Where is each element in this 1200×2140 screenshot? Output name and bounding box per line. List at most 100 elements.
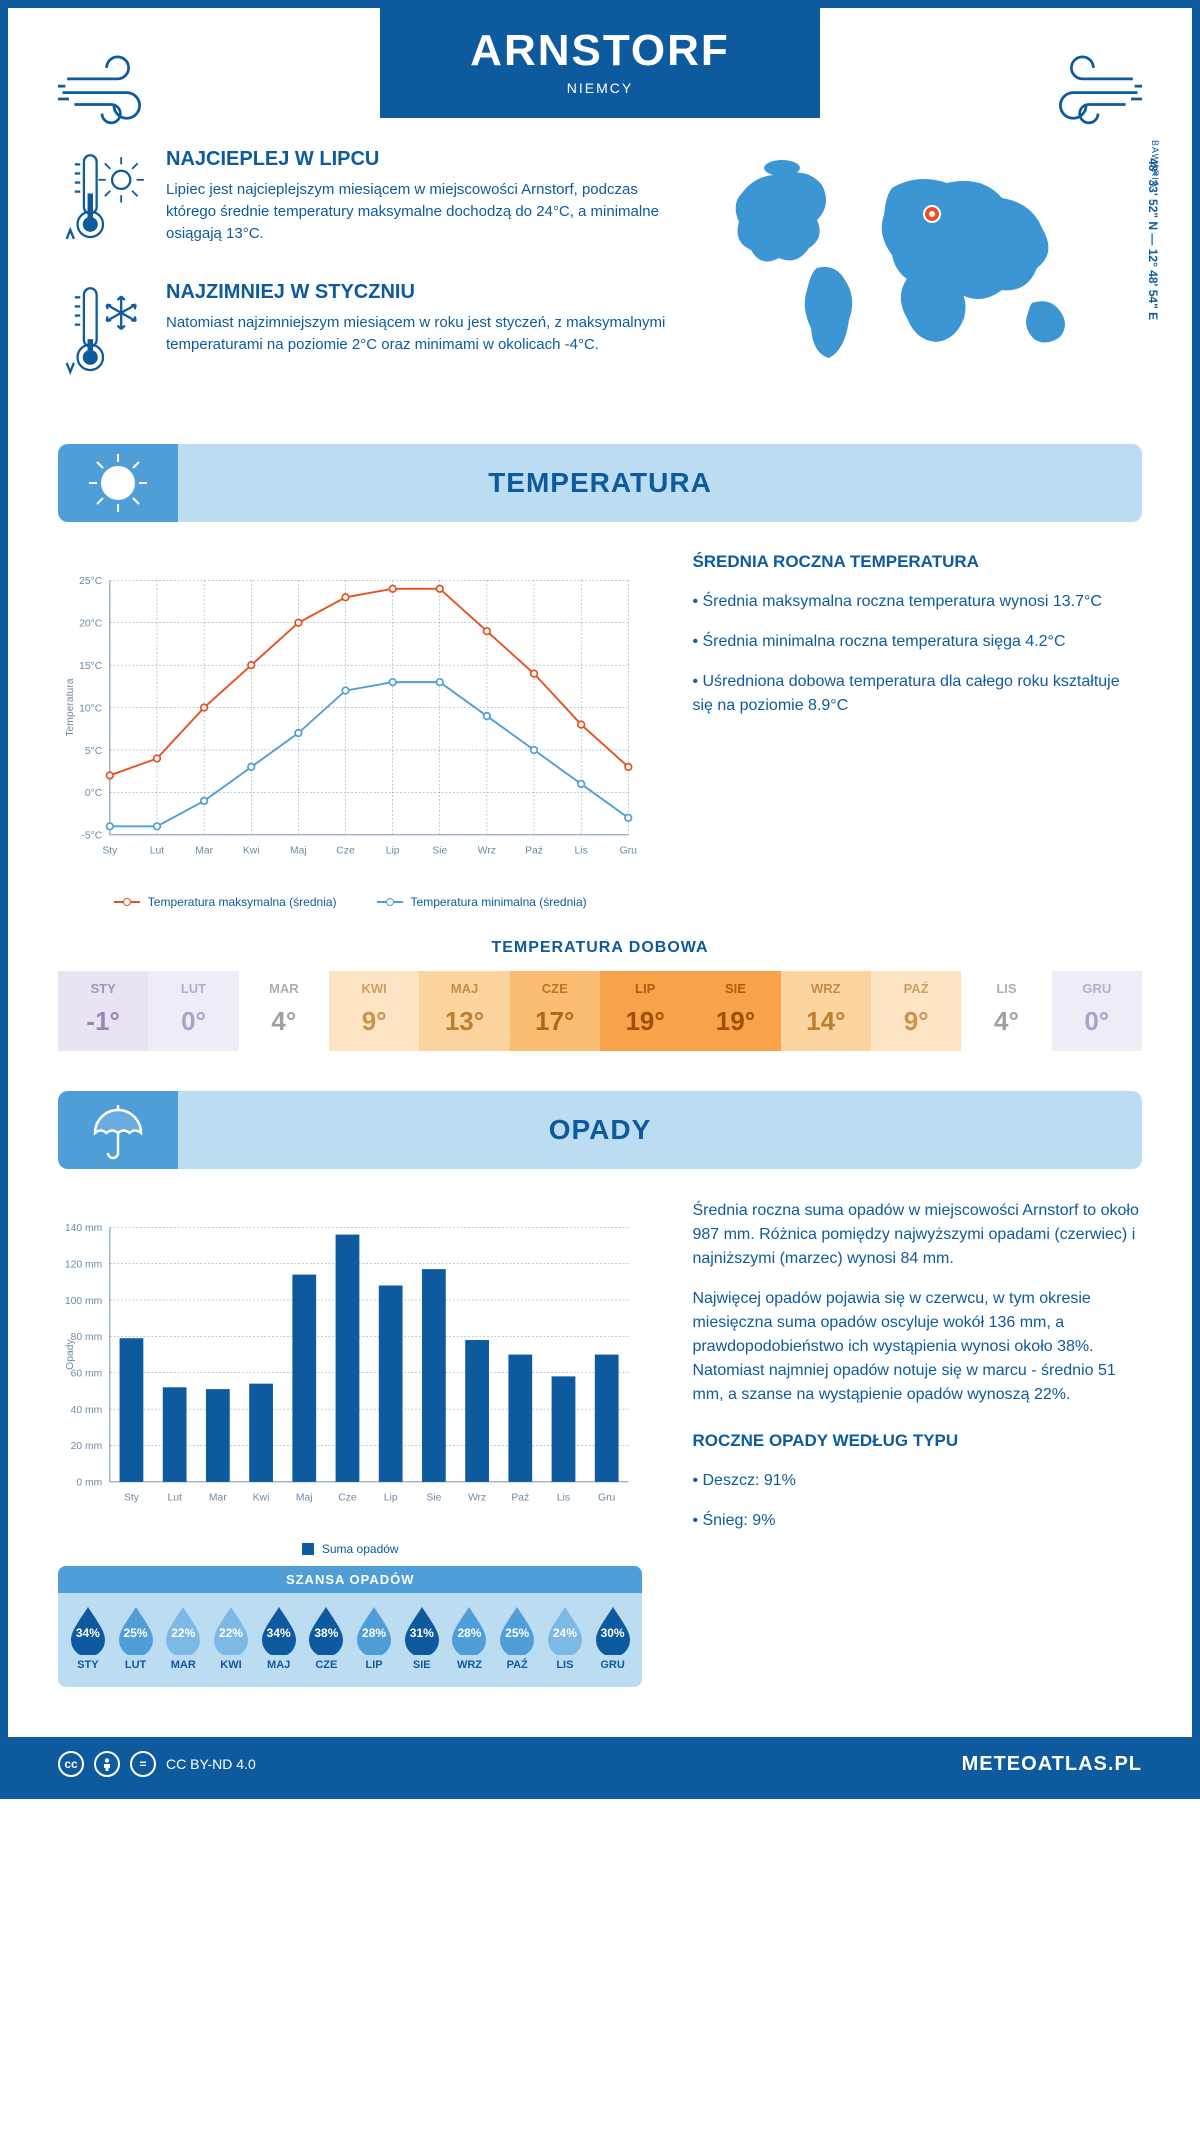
svg-text:0 mm: 0 mm [76,1478,102,1489]
chance-pct: 34% [258,1626,300,1640]
fact-heading: NAJZIMNIEJ W STYCZNIU [166,281,682,304]
summary-item: • Deszcz: 91% [692,1469,1142,1493]
daily-cell: STY-1° [58,971,148,1051]
legend-max: Temperatura maksymalna (średnia) [114,895,337,909]
temp-value: 9° [871,1006,961,1037]
svg-text:20°C: 20°C [79,619,103,630]
chance-drop: 22% KWI [207,1605,255,1671]
daily-cell: WRZ 14° [781,971,871,1051]
svg-text:Cze: Cze [336,846,355,857]
coords-label: 48° 33' 52" N — 12° 48' 54" E [1146,158,1160,320]
daily-cell: GRU0° [1052,971,1142,1051]
legend-label: Suma opadów [322,1542,399,1556]
month-label: LIP [600,981,690,996]
svg-text:Maj: Maj [290,846,307,857]
legend-label: Temperatura minimalna (średnia) [411,895,587,909]
cc-icon: cc [58,1751,84,1777]
precip-chart: 0 mm20 mm40 mm60 mm80 mm100 mm120 mm140 … [58,1199,642,1687]
summary-item: • Uśredniona dobowa temperatura dla całe… [692,670,1142,718]
header: ARNSTORF NIEMCY [58,38,1142,118]
svg-text:Wrz: Wrz [478,846,496,857]
precip-chance-box: SZANSA OPADÓW 34% STY 25% LUT 22% MAR 22… [58,1566,642,1687]
svg-text:Paź: Paź [511,1493,529,1504]
temp-value: 14° [781,1006,871,1037]
svg-text:Sie: Sie [432,846,447,857]
svg-text:Sty: Sty [124,1493,140,1504]
daily-temperature-table: STY-1°LUT0°MAR4°KWI9°MAJ13°CZE17°LIP19°S… [58,971,1142,1051]
month-label: LUT [112,1659,160,1671]
summary-heading: ROCZNE OPADY WEDŁUG TYPU [692,1431,1142,1451]
site-name: METEOATLAS.PL [962,1753,1142,1776]
drop-icon: 30% [592,1605,634,1655]
drop-icon: 31% [401,1605,443,1655]
fact-coldest: NAJZIMNIEJ W STYCZNIU Natomiast najzimni… [58,281,682,386]
month-label: GRU [589,1659,637,1671]
precip-panel: 0 mm20 mm40 mm60 mm80 mm100 mm120 mm140 … [58,1199,1142,1687]
month-label: GRU [1052,981,1142,996]
legend-label: Temperatura maksymalna (średnia) [148,895,337,909]
month-label: STY [64,1659,112,1671]
daily-cell: KWI9° [329,971,419,1051]
temp-value: 4° [239,1006,329,1037]
fact-warmest: NAJCIEPLEJ W LIPCU Lipiec jest najcieple… [58,148,682,253]
precip-summary: Średnia roczna suma opadów w miejscowośc… [692,1199,1142,1687]
intro-row: NAJCIEPLEJ W LIPCU Lipiec jest najcieple… [58,148,1142,414]
footer: cc = CC BY-ND 4.0 METEOATLAS.PL [8,1737,1192,1791]
chance-drop: 22% MAR [159,1605,207,1671]
chance-title: SZANSA OPADÓW [58,1566,642,1593]
wind-icon [1032,48,1142,133]
svg-text:20 mm: 20 mm [71,1441,103,1452]
summary-item: • Średnia minimalna roczna temperatura s… [692,630,1142,654]
section-header-temperature: TEMPERATURA [58,444,1142,522]
thermometer-hot-icon [58,148,148,253]
svg-text:Kwi: Kwi [253,1493,270,1504]
svg-text:Mar: Mar [209,1493,227,1504]
svg-text:Kwi: Kwi [243,846,260,857]
by-icon [94,1751,120,1777]
svg-text:Gru: Gru [620,846,638,857]
daily-cell: LIS4° [961,971,1051,1051]
chance-pct: 25% [115,1626,157,1640]
month-label: MAR [239,981,329,996]
legend-min: Temperatura minimalna (średnia) [377,895,587,909]
svg-text:Temperatura: Temperatura [65,678,76,736]
chance-pct: 31% [401,1626,443,1640]
page: ARNSTORF NIEMCY [0,0,1200,1799]
month-label: MAJ [419,981,509,996]
drop-icon: 28% [353,1605,395,1655]
drop-icon: 25% [115,1605,157,1655]
drop-icon: 25% [496,1605,538,1655]
month-label: CZE [303,1659,351,1671]
chart-legend: Suma opadów [58,1542,642,1556]
drop-icon: 34% [258,1605,300,1655]
drop-icon: 38% [305,1605,347,1655]
temperature-panel: -5°C0°C5°C10°C15°C20°C25°CStyLutMarKwiMa… [58,552,1142,909]
chance-drop: 25% PAŹ [493,1605,541,1671]
temp-value: 19° [690,1006,780,1037]
legend-sum: Suma opadów [302,1542,399,1556]
temperature-summary: ŚREDNIA ROCZNA TEMPERATURA • Średnia mak… [692,552,1142,909]
temp-value: 4° [961,1006,1051,1037]
map-column: BAWARIA 48° 33' 52" N — 12° 48' 54" E [722,148,1142,414]
license-block: cc = CC BY-ND 4.0 [58,1751,256,1777]
svg-text:120 mm: 120 mm [65,1259,102,1270]
svg-text:Paź: Paź [525,846,543,857]
month-label: MAJ [255,1659,303,1671]
chance-pct: 22% [210,1626,252,1640]
month-label: KWI [207,1659,255,1671]
svg-text:Sie: Sie [426,1493,441,1504]
month-label: PAŹ [493,1659,541,1671]
temp-value: 17° [510,1006,600,1037]
month-label: WRZ [781,981,871,996]
chance-drop: 25% LUT [112,1605,160,1671]
summary-heading: ŚREDNIA ROCZNA TEMPERATURA [692,552,1142,572]
svg-text:15°C: 15°C [79,661,103,672]
svg-text:40 mm: 40 mm [71,1405,103,1416]
chance-pct: 30% [592,1626,634,1640]
world-map [722,148,1122,368]
country-subtitle: NIEMCY [470,80,730,96]
month-label: SIE [398,1659,446,1671]
chance-pct: 22% [162,1626,204,1640]
chance-drop: 34% MAJ [255,1605,303,1671]
drop-icon: 34% [67,1605,109,1655]
